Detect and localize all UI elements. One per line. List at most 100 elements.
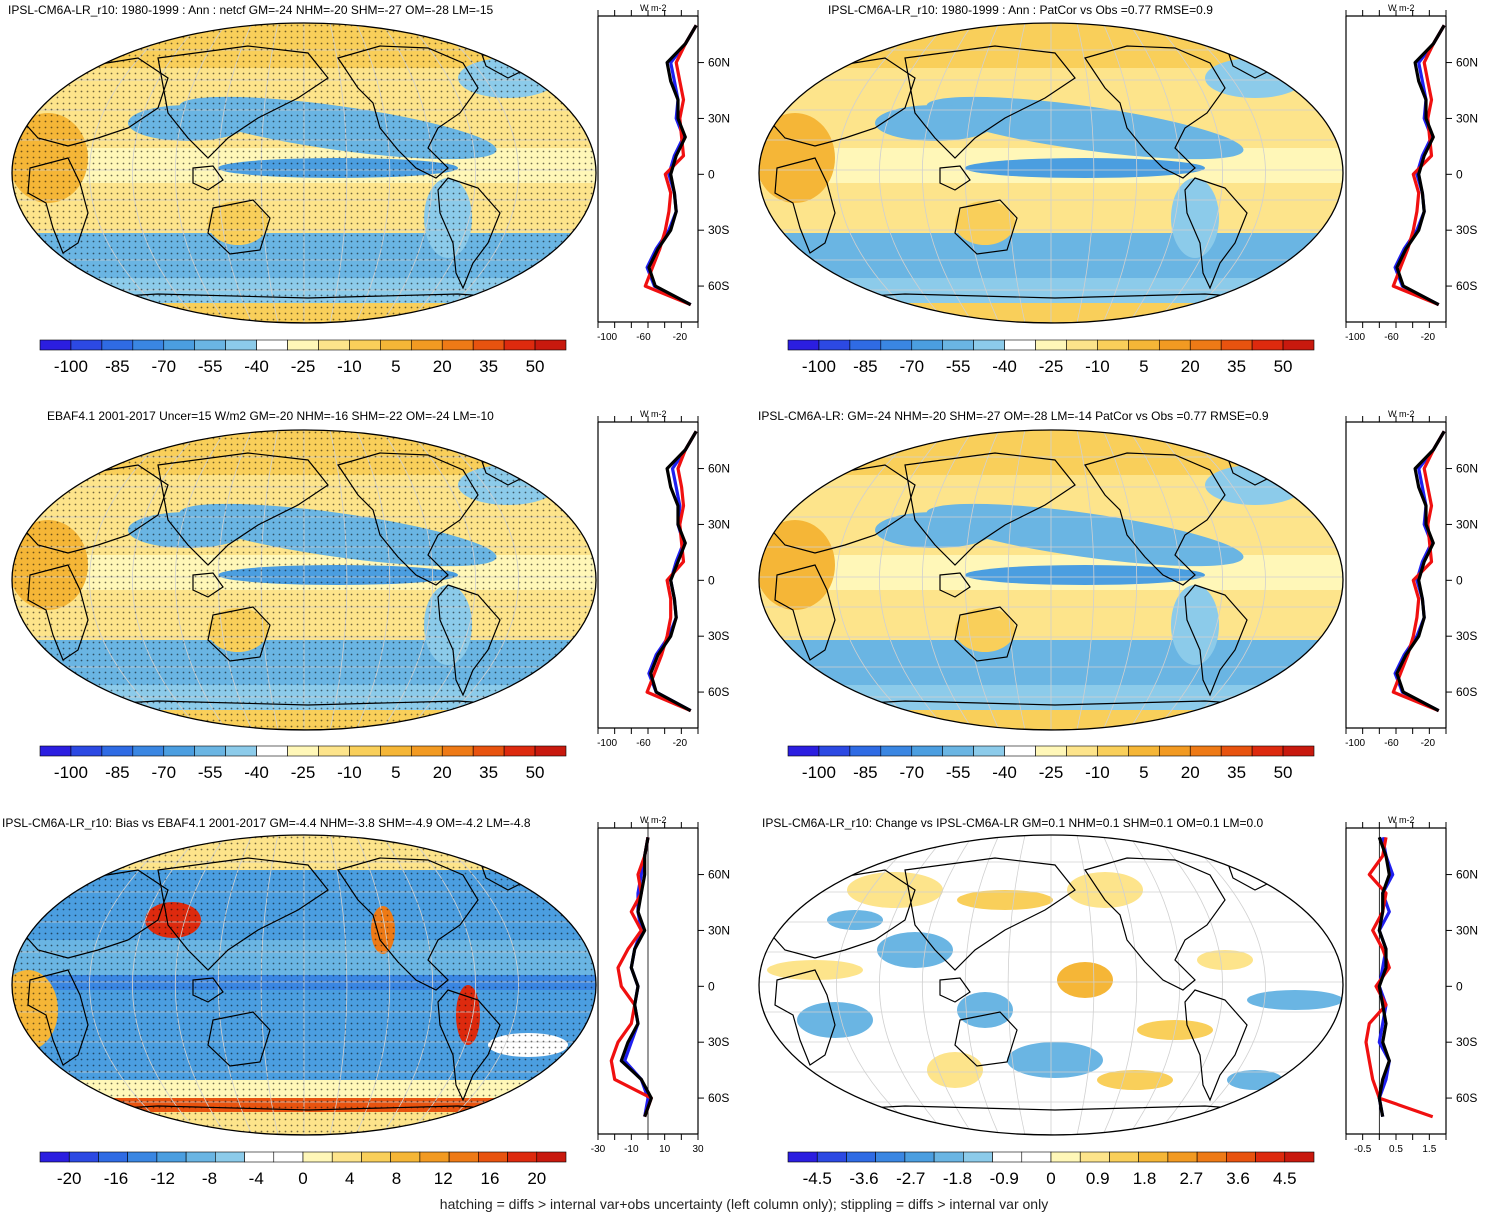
field-blob-west-pacific	[875, 512, 995, 548]
colorbar-swatch	[1050, 1151, 1081, 1163]
colorbar-swatch	[1097, 339, 1129, 351]
coastline-eurasia-west	[764, 464, 916, 554]
longitude-gridline	[879, 835, 948, 1135]
colorbar-swatch	[942, 339, 974, 351]
colorbar-label: 2.7	[1179, 1169, 1203, 1188]
colorbar-swatch	[818, 339, 851, 351]
longitude-gridline	[1007, 430, 1026, 730]
colorbar-swatch	[318, 339, 350, 351]
zonal-line-model	[1393, 430, 1446, 713]
colorbar-label: 0.9	[1086, 1169, 1110, 1188]
zonal-lat-label: 30S	[1456, 1035, 1477, 1049]
colorbar-swatch	[215, 1151, 245, 1163]
zonal-mean-plot-5: W m-2 -30 -10 10 30 60N 30N 0 30S 60S	[591, 815, 730, 1155]
map-field	[759, 835, 1343, 1135]
zonal-line-model2	[1395, 430, 1446, 713]
panel-title-4: IPSL-CM6A-LR: GM=-24 NHM=-20 SHM=-27 OM=…	[758, 409, 1269, 423]
colorbar-label: -0.9	[990, 1169, 1019, 1188]
colorbar-label: -20	[57, 1169, 82, 1188]
longitude-gridline	[922, 430, 974, 730]
field-blob-sahara	[759, 113, 835, 203]
zonal-mean-plot-2: W m-2 -100 -60 -20 60N 30N 0 30S 60S	[1345, 3, 1478, 343]
colorbar-label: -25	[1039, 357, 1064, 376]
colorbar-swatch	[1138, 1151, 1169, 1163]
zonal-lat-label: 60N	[708, 462, 730, 476]
colorbar-swatch	[973, 339, 1005, 351]
longitude-gridline	[836, 23, 922, 323]
zonal-lat-label: 30S	[708, 1035, 729, 1049]
zonal-line-obs	[1364, 837, 1434, 1119]
colorbar-swatch	[163, 339, 196, 351]
map-outline	[758, 429, 1344, 731]
colorbar-label: 12	[434, 1169, 453, 1188]
colorbar-swatch	[287, 745, 319, 757]
colorbar-swatch	[244, 1151, 275, 1163]
colorbar-swatch	[132, 339, 165, 351]
coastline-australia	[954, 606, 1018, 662]
zonal-unit-label: W m-2	[640, 409, 667, 419]
colorbar-swatch	[503, 339, 536, 351]
colorbar-swatch	[441, 745, 474, 757]
colorbar-label: 20	[527, 1169, 546, 1188]
map-panel-3	[11, 429, 597, 731]
colorbar-swatch	[361, 1151, 391, 1163]
colorbar-swatch	[98, 1151, 128, 1163]
colorbar-swatch	[256, 339, 288, 351]
colorbar-label: 50	[526, 357, 545, 376]
panel-title-6: IPSL-CM6A-LR_r10: Change vs IPSL-CM6A-LR…	[762, 816, 1264, 830]
colorbar-swatch	[846, 1151, 876, 1163]
colorbar-swatch	[39, 339, 72, 351]
zonal-x-tick-label: -20	[673, 332, 688, 343]
zonal-lat-label: 30S	[708, 629, 729, 643]
colorbar-label: -12	[150, 1169, 175, 1188]
zonal-lat-label: 30N	[1456, 111, 1478, 125]
coastline-south-america	[1184, 584, 1248, 697]
zonal-lat-label: 60N	[708, 56, 730, 70]
longitude-gridline	[1154, 23, 1223, 323]
colorbar-swatch	[1167, 1151, 1198, 1163]
field-anomaly-blob	[1067, 872, 1143, 908]
longitude-gridline	[1102, 835, 1138, 1135]
colorbar-swatch	[1066, 745, 1098, 757]
colorbar-swatch	[1035, 339, 1067, 351]
zonal-x-tick-label: -100	[1345, 738, 1365, 749]
zonal-x-tick-label: -30	[591, 1144, 606, 1155]
colorbar-swatch	[185, 1151, 216, 1163]
colorbar-label: -55	[946, 763, 971, 782]
colorbar-label: -25	[291, 357, 316, 376]
colorbar-label: 35	[1227, 763, 1246, 782]
zonal-lat-label: 0	[1456, 979, 1463, 993]
longitude-gridline	[922, 835, 974, 1135]
longitude-gridline	[1128, 835, 1180, 1135]
zonal-lat-label: 30S	[1456, 223, 1477, 237]
colorbar-label: 35	[479, 763, 498, 782]
colorbar-label: -40	[244, 357, 269, 376]
field-anomaly-blob	[797, 1002, 873, 1038]
zonal-x-tick-label: -10	[624, 1144, 639, 1155]
colorbar-swatch	[942, 745, 974, 757]
zonal-lat-label: 30N	[708, 517, 730, 531]
zonal-lat-label: 30N	[1456, 517, 1478, 531]
colorbar-swatch	[410, 745, 443, 757]
colorbar-swatch	[1021, 1151, 1052, 1163]
colorbar-label: -70	[151, 763, 176, 782]
colorbar-label: -55	[946, 357, 971, 376]
coastline-africa	[774, 969, 836, 1066]
colorbar-6: -4.5 -3.6 -2.7 -1.8 -0.9 0 0.9 1.8 2.7 3.6 4.5	[787, 1151, 1315, 1188]
coastline-australia	[954, 199, 1018, 255]
colorbar-label: 20	[1181, 357, 1200, 376]
colorbar-label: -100	[802, 357, 836, 376]
panel-title-3: EBAF4.1 2001-2017 Uncer=15 W/m2 GM=-20 N…	[47, 409, 494, 423]
zonal-mean-plot-1: W m-2 -100 -60 -20 60N 30N 0 30S 60S	[597, 3, 730, 343]
colorbar-label: -2.7	[896, 1169, 925, 1188]
colorbar-swatch	[787, 745, 820, 757]
colorbar-label: 0	[298, 1169, 307, 1188]
colorbar-label: 4	[345, 1169, 354, 1188]
colorbar-swatch	[331, 1151, 362, 1163]
colorbar-swatch	[156, 1151, 187, 1163]
zonal-lat-label: 0	[708, 167, 715, 181]
longitude-gridline	[879, 23, 948, 323]
zonal-x-tick-label: -20	[1421, 738, 1436, 749]
colorbar-swatch	[818, 745, 851, 757]
colorbar-swatch	[68, 1151, 99, 1163]
